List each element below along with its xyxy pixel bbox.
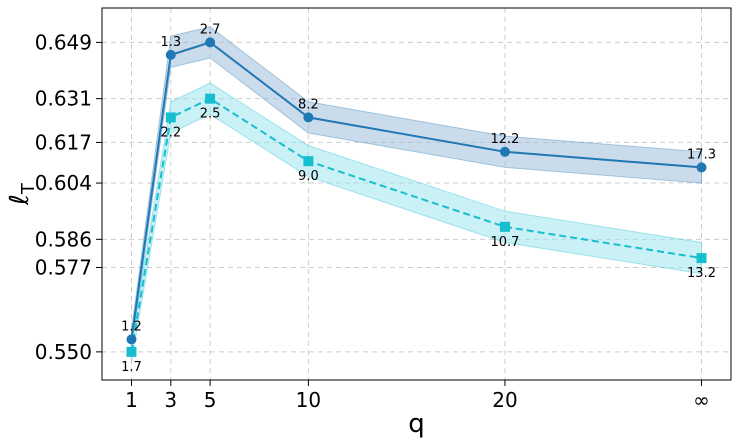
series-1-data-label: 1.2 <box>121 319 142 334</box>
series-1-data-label: 8.2 <box>298 97 319 112</box>
grid-lines <box>102 8 731 380</box>
y-tick-label: 0.617 <box>35 130 92 154</box>
series-1-line <box>130 41 702 340</box>
y-tick-label: 0.550 <box>35 340 92 364</box>
x-tick-label: 20 <box>492 388 517 412</box>
series-1-point <box>303 112 314 123</box>
x-axis-title: q <box>408 409 425 439</box>
series-2-point <box>165 112 176 123</box>
series-2-band <box>130 82 703 362</box>
series-1-point <box>165 49 176 60</box>
series-1-point <box>126 334 137 345</box>
y-tick-label: 0.586 <box>35 227 92 251</box>
axis-ticks: 1 3 5 10 20 ∞ 0.550 0.577 0.586 0.604 0.617 0.631 0.… <box>35 30 710 412</box>
series-2-point <box>126 346 137 357</box>
series-2-line <box>130 97 702 353</box>
series-2-point <box>303 156 314 167</box>
x-tick-label: ∞ <box>693 388 710 412</box>
series-2-data-label: 10.7 <box>490 235 519 250</box>
y-tick-label: 0.604 <box>35 171 92 195</box>
series-1-point <box>499 146 510 157</box>
series-1-data-label: 12.2 <box>490 132 519 147</box>
series-1-point <box>696 162 707 173</box>
series-2-data-label: 2.5 <box>200 107 221 122</box>
series-2-data-label: 13.2 <box>687 266 716 281</box>
y-axis-title-main: ℓ <box>5 194 35 206</box>
y-axis-title-subscript: T <box>18 182 39 195</box>
y-axis-title: ℓT <box>5 182 39 206</box>
series-1-band <box>130 26 703 349</box>
series-2-data-label: 9.0 <box>298 169 319 184</box>
series-1-data-label: 2.7 <box>200 22 221 37</box>
y-tick-label: 0.631 <box>35 87 92 111</box>
y-tick-label: 0.649 <box>35 30 92 54</box>
data-labels: 1.2 1.3 2.7 8.2 12.2 17.3 1.7 2.2 2.5 9.0 10.7 13.2 <box>121 22 716 374</box>
series-1-data-label: 17.3 <box>687 147 716 162</box>
series-2-data-label: 1.7 <box>121 360 142 375</box>
series-2-data-label: 2.2 <box>160 125 181 140</box>
series-1-data-label: 1.3 <box>160 35 181 50</box>
series-2-point <box>696 253 707 264</box>
series-1-point <box>205 37 216 48</box>
x-tick-label: 3 <box>164 388 177 412</box>
confidence-bands <box>130 26 703 362</box>
x-tick-label: 1 <box>125 388 138 412</box>
series-2-point <box>499 221 510 232</box>
x-tick-label: 10 <box>296 388 321 412</box>
plot-frame <box>101 7 732 381</box>
x-tick-label: 5 <box>204 388 217 412</box>
series-lines <box>130 41 702 353</box>
series-2-point <box>205 93 216 104</box>
series-markers <box>126 37 707 357</box>
y-tick-label: 0.577 <box>35 255 92 279</box>
